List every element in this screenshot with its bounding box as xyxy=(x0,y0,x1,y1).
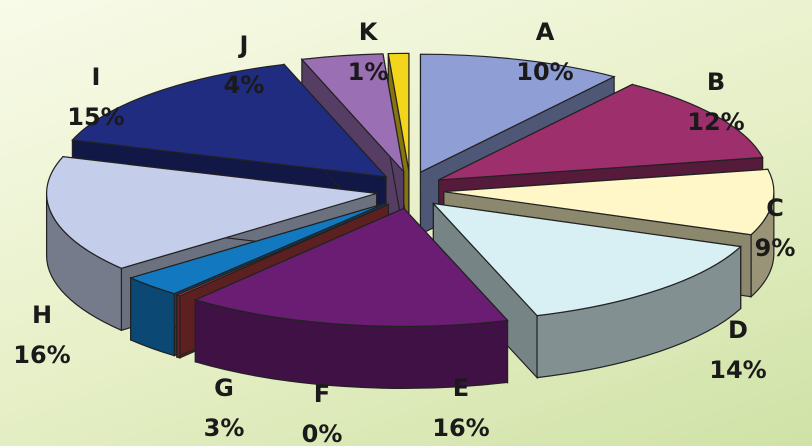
slice-category-text: G xyxy=(214,374,234,402)
slice-label-a: A 10% xyxy=(505,20,585,84)
slice-value-text: 9% xyxy=(754,234,796,262)
slice-value-text: 14% xyxy=(709,356,767,384)
slice-category-text: A xyxy=(535,18,555,46)
slice-label-i: I 15% xyxy=(56,65,136,129)
slice-category-text: I xyxy=(91,63,101,91)
slice-label-d: D 14% xyxy=(698,318,778,382)
slice-label-g: G 3% xyxy=(184,376,264,440)
slice-value-text: 12% xyxy=(687,108,745,136)
slice-label-c: C 9% xyxy=(735,196,812,260)
slice-value-text: 16% xyxy=(432,414,490,442)
pie-slice-e xyxy=(193,206,509,389)
slice-category-text: J xyxy=(239,31,249,59)
slice-label-b: B 12% xyxy=(676,70,756,134)
slice-label-h: H 16% xyxy=(2,303,82,367)
slice-value-text: 15% xyxy=(67,103,125,131)
slice-category-text: E xyxy=(452,374,470,402)
slice-value-text: 3% xyxy=(203,414,245,442)
slice-value-text: 10% xyxy=(516,58,574,86)
slice-label-j: J 4% xyxy=(204,33,284,97)
slice-value-text: 4% xyxy=(223,71,265,99)
slice-label-k: K 1% xyxy=(328,20,408,84)
slice-category-text: H xyxy=(31,301,53,329)
slice-label-e: E 16% xyxy=(421,376,501,440)
slice-category-text: K xyxy=(358,18,378,46)
slice-label-f: F 0% xyxy=(282,382,362,446)
pie-slice-d xyxy=(431,202,743,380)
slice-category-text: B xyxy=(706,68,726,96)
slice-category-text: D xyxy=(728,316,748,344)
slice-value-text: 1% xyxy=(347,58,389,86)
slice-value-text: 0% xyxy=(301,420,343,446)
slice-category-text: F xyxy=(313,380,331,408)
slice-category-text: C xyxy=(766,194,784,222)
slice-value-text: 16% xyxy=(13,341,71,369)
